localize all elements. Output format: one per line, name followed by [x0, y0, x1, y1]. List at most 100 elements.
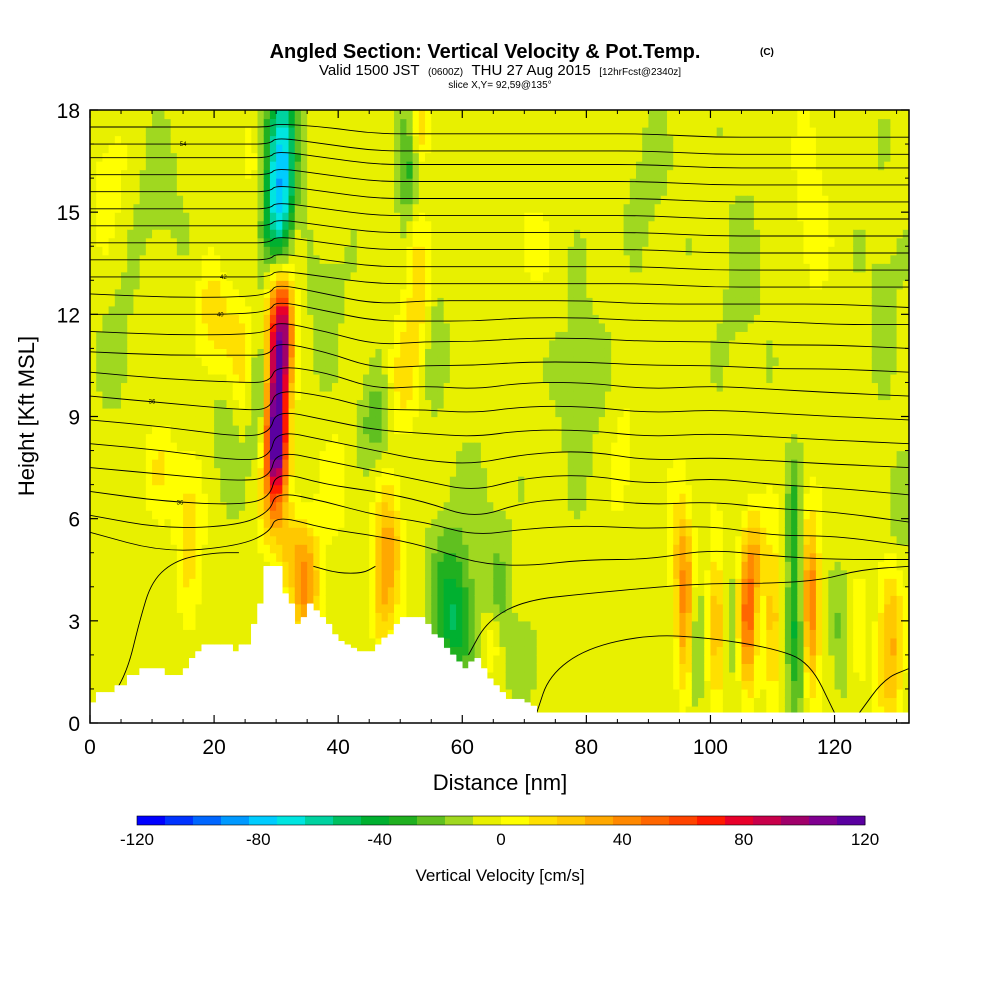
field-cell — [480, 407, 488, 418]
field-cell — [394, 229, 401, 239]
field-cell — [493, 331, 501, 341]
field-cell — [96, 135, 103, 145]
field-cell — [363, 195, 370, 205]
field-cell — [313, 501, 321, 511]
field-cell — [480, 390, 488, 401]
field-cell — [313, 450, 321, 460]
field-cell — [294, 442, 302, 452]
field-cell — [139, 280, 147, 290]
field-cell — [474, 203, 482, 213]
field-cell — [394, 518, 401, 528]
field-cell — [400, 331, 408, 341]
field-cell — [511, 629, 519, 639]
field-cell — [214, 382, 221, 392]
field-cell — [493, 246, 501, 256]
field-cell — [232, 246, 240, 256]
field-cell — [127, 186, 135, 196]
field-cell — [511, 246, 519, 256]
field-cell — [133, 407, 141, 418]
field-cell — [313, 467, 321, 477]
field-cell — [214, 620, 221, 630]
field-cell — [176, 127, 184, 137]
field-cell — [96, 322, 103, 332]
field-cell — [158, 212, 166, 222]
field-cell — [331, 535, 339, 545]
field-cell — [462, 620, 470, 630]
field-cell — [307, 425, 314, 435]
field-cell — [307, 237, 314, 247]
field-cell — [96, 110, 103, 120]
field-cell — [257, 416, 265, 426]
field-cell — [325, 569, 333, 579]
field-cell — [121, 620, 128, 630]
field-cell — [176, 212, 184, 222]
field-cell — [245, 433, 252, 443]
field-cell — [226, 629, 234, 639]
field-cell — [487, 186, 494, 196]
field-cell — [499, 680, 507, 690]
field-cell — [300, 254, 308, 264]
field-cell — [425, 186, 432, 196]
field-cell — [456, 229, 463, 239]
field-cell — [114, 527, 122, 537]
field-cell — [412, 280, 420, 290]
field-cell — [176, 356, 184, 367]
field-cell — [480, 356, 488, 367]
field-cell — [176, 646, 184, 656]
field-cell — [276, 365, 283, 375]
field-cell — [443, 365, 451, 375]
field-cell — [344, 263, 352, 273]
field-cell — [412, 356, 420, 367]
field-cell — [338, 552, 345, 562]
field-cell — [220, 544, 228, 554]
field-cell — [96, 237, 103, 247]
field-cell — [114, 578, 122, 588]
field-cell — [350, 254, 358, 264]
field-cell — [121, 663, 128, 673]
field-cell — [369, 118, 376, 128]
field-cell — [195, 280, 203, 290]
field-cell — [170, 161, 178, 171]
field-cell — [158, 280, 166, 290]
field-cell — [449, 390, 457, 401]
field-cell — [158, 399, 166, 409]
field-cell — [139, 305, 147, 315]
field-cell — [220, 322, 228, 332]
field-cell — [425, 348, 432, 358]
field-cell — [443, 178, 451, 188]
field-cell — [394, 586, 401, 596]
field-cell — [133, 203, 141, 213]
field-cell — [207, 169, 215, 179]
field-cell — [331, 425, 339, 435]
field-cell — [307, 390, 314, 401]
field-cell — [96, 203, 103, 213]
field-cell — [226, 399, 234, 409]
field-cell — [114, 297, 122, 307]
field-cell — [406, 246, 414, 256]
field-cell — [201, 237, 209, 247]
field-cell — [511, 603, 519, 613]
field-cell — [319, 229, 327, 239]
field-cell — [127, 314, 135, 324]
field-cell — [474, 552, 482, 562]
field-cell — [170, 527, 178, 537]
field-cell — [145, 654, 153, 664]
field-cell — [338, 195, 345, 205]
field-cell — [511, 578, 519, 588]
field-cell — [449, 144, 457, 154]
field-cell — [164, 442, 172, 452]
field-cell — [220, 237, 228, 247]
field-cell — [431, 331, 439, 341]
field-cell — [468, 254, 476, 264]
field-cell — [493, 399, 501, 409]
field-cell — [505, 331, 513, 341]
field-cell — [102, 229, 110, 239]
field-cell — [282, 493, 290, 503]
field-cell — [127, 339, 135, 349]
field-cell — [493, 237, 501, 247]
field-cell — [381, 322, 389, 332]
field-cell — [412, 212, 420, 222]
field-cell — [121, 578, 128, 588]
field-cell — [356, 390, 364, 401]
field-cell — [313, 535, 321, 545]
